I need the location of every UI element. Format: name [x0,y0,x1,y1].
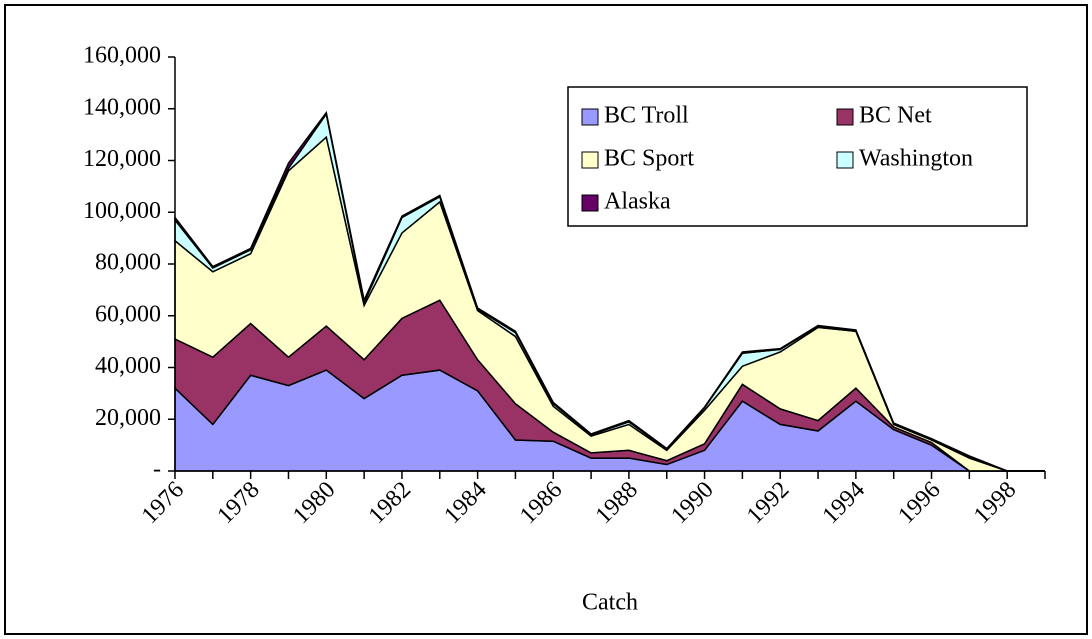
x-axis-label: Catch [582,590,638,616]
legend-swatch [836,151,854,169]
legend-label: Washington [859,146,973,172]
y-tick-label: 40,000 [95,353,161,379]
y-tick-label: 120,000 [83,146,161,172]
y-tick-label: 80,000 [95,250,161,276]
legend-label: BC Net [859,103,932,129]
y-tick-label: 100,000 [83,198,161,224]
y-tick-label: 160,000 [83,43,161,69]
y-tick-label: 60,000 [95,301,161,327]
legend-swatch [581,151,599,169]
legend: BC Troll BC Net BC Sport Washington Alaska [567,86,1028,227]
legend-swatch [581,108,599,126]
y-tick-label: 140,000 [83,94,161,120]
legend-box [567,86,1028,227]
legend-label: Alaska [604,189,671,215]
legend-swatch [581,194,599,212]
y-tick-label: - [153,457,161,483]
legend-label: BC Sport [604,146,694,172]
y-tick-label: 20,000 [95,405,161,431]
legend-label: BC Troll [604,103,689,129]
legend-swatch [836,108,854,126]
